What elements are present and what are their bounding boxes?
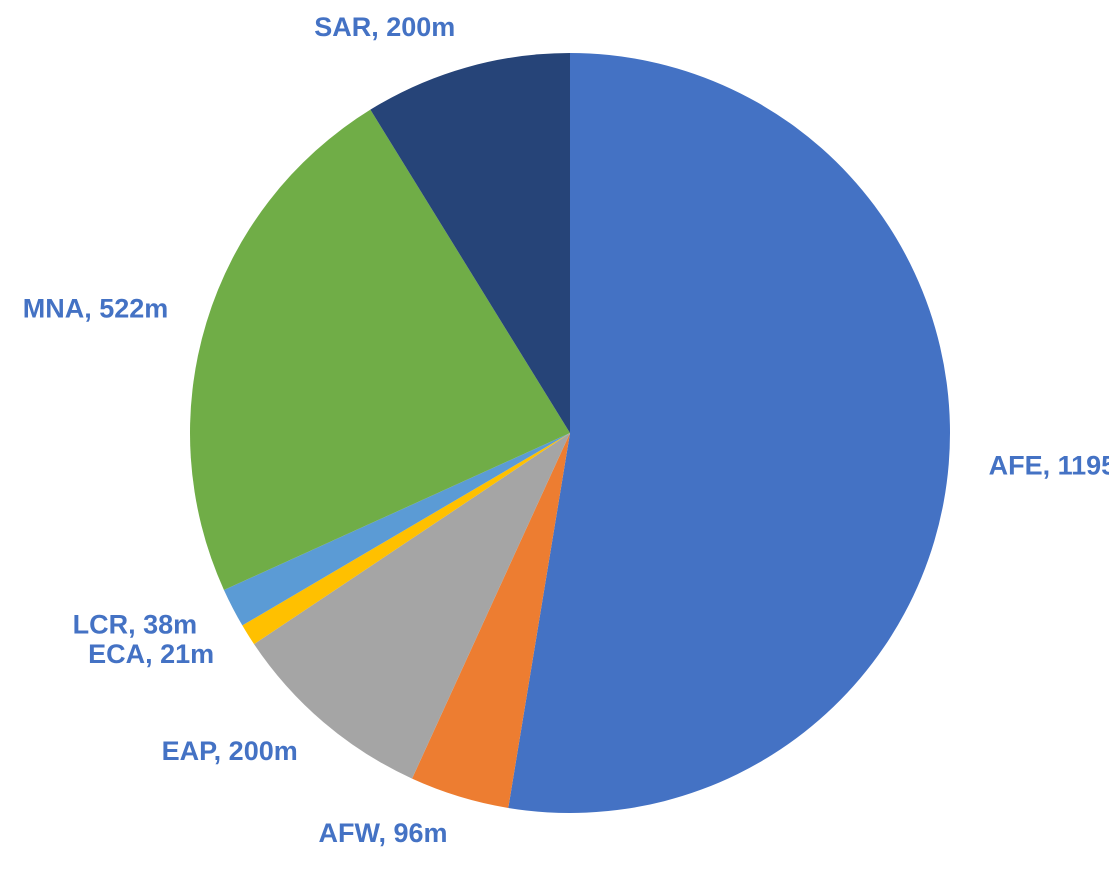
pie-slice (242, 433, 570, 645)
pie-slice (412, 433, 570, 808)
pie-slice (223, 433, 570, 626)
pie-slice (508, 53, 950, 813)
data-label: LCR, 38m (73, 609, 198, 639)
data-label: AFW, 96m (318, 818, 447, 848)
pie-slice (370, 53, 570, 433)
data-label: ECA, 21m (88, 639, 214, 669)
pie-slice (189, 109, 571, 590)
data-label: SAR, 200m (314, 12, 455, 42)
data-label: EAP, 200m (162, 736, 298, 766)
pie-slice (254, 433, 570, 779)
data-label: MNA, 522m (23, 294, 169, 324)
data-label: AFE, 1195m (989, 450, 1109, 480)
